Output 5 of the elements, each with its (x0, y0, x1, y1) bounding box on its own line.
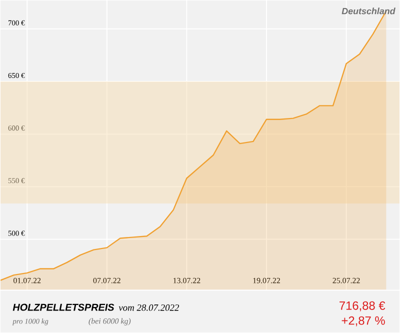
text: +2,87 % (342, 316, 385, 326)
text: vom 28.07.2022 (118, 304, 180, 312)
text: 716,88 € (340, 302, 386, 312)
annotation: Deutschland (342, 8, 396, 14)
text: HOLZPELLETSPREIS (12, 304, 114, 311)
